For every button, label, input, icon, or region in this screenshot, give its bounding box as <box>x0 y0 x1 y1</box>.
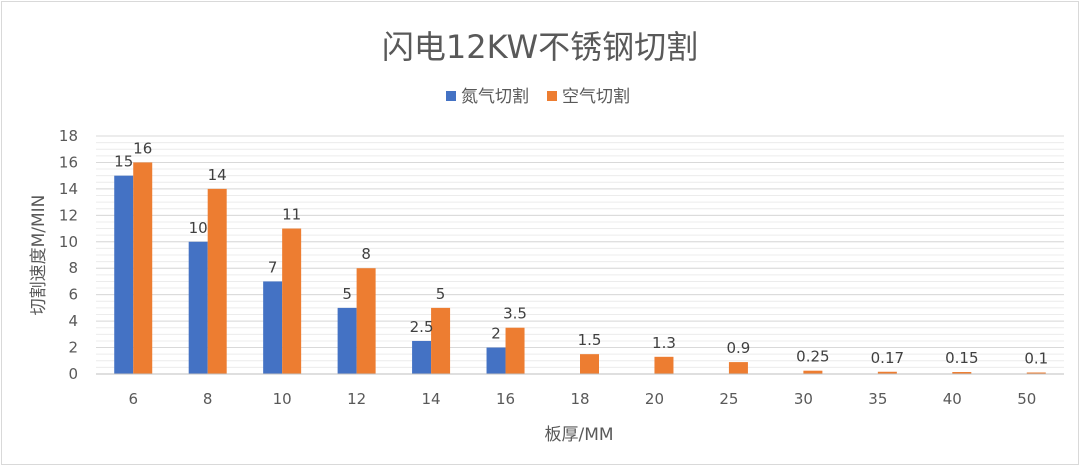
bar-air-12 <box>356 268 376 374</box>
data-label: 0.17 <box>871 349 904 367</box>
x-tick-label: 50 <box>1017 390 1036 408</box>
bar-air-10 <box>282 228 302 374</box>
x-axis-label: 板厚/MM <box>544 425 613 445</box>
y-tick-label: 18 <box>59 127 78 145</box>
y-axis-label: 切割速度M/MIN <box>29 195 49 316</box>
bar-air-30 <box>803 370 823 374</box>
data-label: 2.5 <box>410 318 434 336</box>
bar-air-6 <box>133 162 153 374</box>
data-label: 16 <box>133 139 152 157</box>
bar-nitrogen-14 <box>412 340 432 374</box>
legend-swatch-air <box>547 91 557 101</box>
data-label: 11 <box>282 206 301 224</box>
y-tick-label: 16 <box>59 153 78 171</box>
bar-air-20 <box>654 356 674 374</box>
x-tick-label: 8 <box>203 390 213 408</box>
bar-air-50 <box>1026 372 1046 374</box>
data-label: 8 <box>361 245 371 263</box>
x-tick-label: 12 <box>347 390 366 408</box>
data-label: 2 <box>491 325 501 343</box>
y-tick-label: 10 <box>59 233 78 251</box>
x-tick-label: 14 <box>422 390 441 408</box>
bar-air-35 <box>877 371 897 374</box>
bars <box>114 162 1046 374</box>
x-tick-label: 10 <box>273 390 292 408</box>
legend: 氮气切割 空气切割 <box>446 87 630 107</box>
y-tick-label: 12 <box>59 206 78 224</box>
legend-swatch-nitrogen <box>446 91 456 101</box>
chart-title: 闪电12KW不锈钢切割 <box>382 28 698 66</box>
legend-label-air: 空气切割 <box>562 87 630 107</box>
y-tick-label: 2 <box>68 339 78 357</box>
bar-nitrogen-6 <box>114 175 134 374</box>
bar-air-14 <box>431 307 451 374</box>
data-label: 5 <box>342 285 352 303</box>
data-label: 5 <box>436 285 446 303</box>
y-tick-label: 8 <box>68 259 78 277</box>
data-label: 10 <box>189 219 208 237</box>
bar-nitrogen-12 <box>337 307 357 374</box>
data-label: 14 <box>208 166 227 184</box>
data-label: 3.5 <box>503 305 527 323</box>
data-label: 0.25 <box>796 348 829 366</box>
x-tick-label: 18 <box>570 390 589 408</box>
bar-nitrogen-8 <box>188 241 208 374</box>
bar-air-16 <box>505 327 525 374</box>
bar-air-25 <box>728 362 748 374</box>
bar-nitrogen-10 <box>263 281 283 374</box>
x-tick-label: 16 <box>496 390 515 408</box>
data-label: 15 <box>114 153 133 171</box>
x-tick-label: 6 <box>128 390 138 408</box>
bar-air-18 <box>580 354 599 374</box>
bar-nitrogen-16 <box>486 347 506 374</box>
y-tick-label: 4 <box>68 312 78 330</box>
data-label: 0.9 <box>726 339 750 357</box>
x-tick-label: 25 <box>719 390 738 408</box>
legend-label-nitrogen: 氮气切割 <box>461 87 529 107</box>
data-label: 0.15 <box>945 349 978 367</box>
x-tick-label: 20 <box>645 390 664 408</box>
x-tick-label: 35 <box>868 390 887 408</box>
y-tick-label: 14 <box>59 180 78 198</box>
data-label: 1.5 <box>578 331 602 349</box>
data-label: 7 <box>268 258 278 276</box>
data-label: 0.1 <box>1024 350 1048 368</box>
data-label: 1.3 <box>652 334 676 352</box>
x-tick-label: 40 <box>943 390 962 408</box>
y-tick-label: 0 <box>68 365 78 383</box>
x-tick-label: 30 <box>794 390 813 408</box>
y-tick-label: 6 <box>68 286 78 304</box>
bar-air-40 <box>952 372 972 374</box>
bar-air-8 <box>207 188 227 374</box>
